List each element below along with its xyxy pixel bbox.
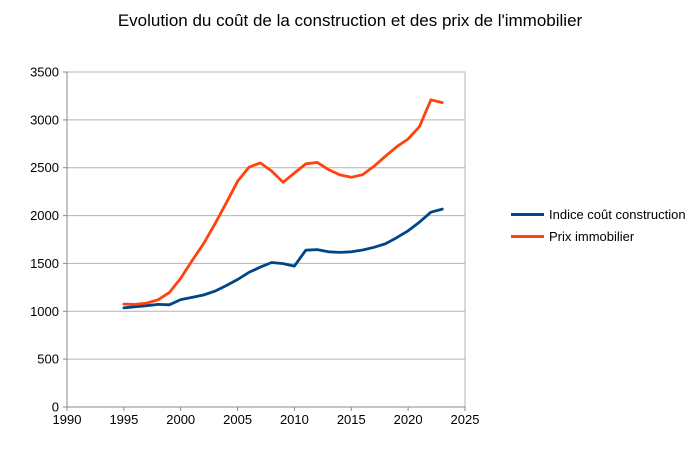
x-axis-label: 2025 (451, 412, 480, 427)
x-axis-label: 2005 (223, 412, 252, 427)
legend-label-immobilier: Prix immobilier (549, 228, 635, 244)
x-axis-label: 1995 (109, 412, 138, 427)
legend-swatch-construction-line (511, 212, 544, 216)
legend-label-construction: Indice coût construction (549, 206, 686, 222)
y-axis-label: 3000 (30, 112, 59, 127)
y-axis-label: 1000 (30, 304, 59, 319)
x-axis-label: 2010 (280, 412, 309, 427)
series-line-construction (122, 207, 444, 310)
x-axis-label: 1990 (53, 412, 82, 427)
series-line-immobilier (122, 98, 444, 306)
x-axis-label: 2015 (337, 412, 366, 427)
y-axis-label: 2500 (30, 160, 59, 175)
legend-item-construction: Indice coût construction (511, 203, 686, 225)
y-axis-label: 1500 (30, 256, 59, 271)
y-axis-label: 0 (52, 400, 59, 415)
y-axis-label: 2000 (30, 208, 59, 223)
y-axis-label: 3500 (30, 65, 59, 80)
plot-area-border (66, 71, 466, 408)
legend: Indice coût construction Prix immobilier (511, 203, 686, 247)
legend-item-immobilier: Prix immobilier (511, 225, 686, 247)
chart-title: Evolution du coût de la construction et … (117, 11, 583, 30)
x-axis-label: 2020 (394, 412, 423, 427)
legend-swatch-immobilier-line (511, 234, 544, 238)
x-axis-label: 2000 (166, 412, 195, 427)
y-axis-label: 500 (37, 352, 59, 367)
